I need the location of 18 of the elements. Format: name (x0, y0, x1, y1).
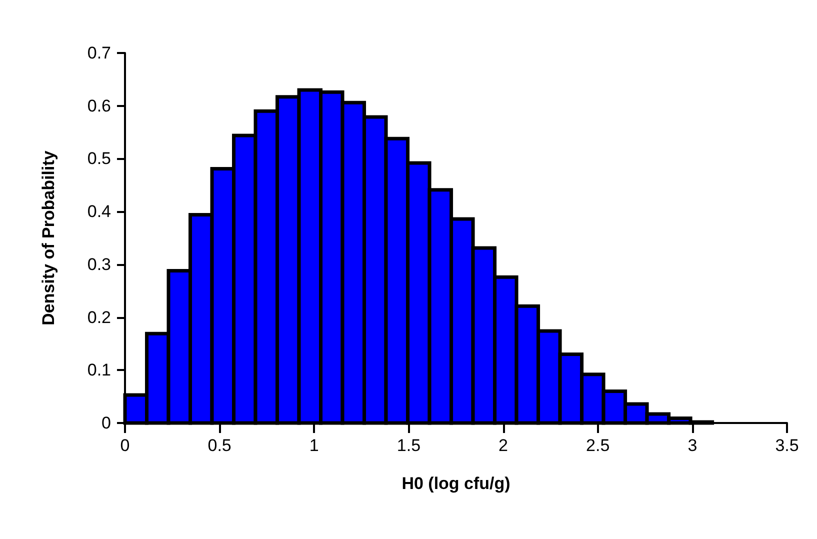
y-tick-label: 0.2 (87, 308, 111, 327)
x-tick-label: 3 (688, 436, 698, 455)
y-tick-label: 0.3 (87, 254, 111, 274)
x-tick-label: 1 (309, 436, 319, 455)
x-tick-label: 0 (120, 436, 130, 455)
x-tick-label: 2.5 (586, 436, 610, 455)
y-tick-label: 0.7 (87, 44, 111, 62)
y-tick-label: 0.6 (87, 96, 111, 116)
y-tick-label: 0 (102, 414, 111, 432)
x-axis-title: H0 (log cfu/g) (402, 474, 510, 493)
x-tick-label: 1.5 (396, 436, 421, 455)
x-tick-label: 0.5 (208, 436, 232, 455)
y-axis-title: Density of Probability (39, 150, 58, 326)
y-tick-label: 0.4 (87, 202, 111, 222)
y-tick-label: 0.5 (87, 149, 111, 168)
y-tick-label: 0.1 (87, 360, 111, 380)
x-tick-label: 2 (498, 436, 508, 455)
x-tick-label: 3.5 (775, 436, 799, 455)
